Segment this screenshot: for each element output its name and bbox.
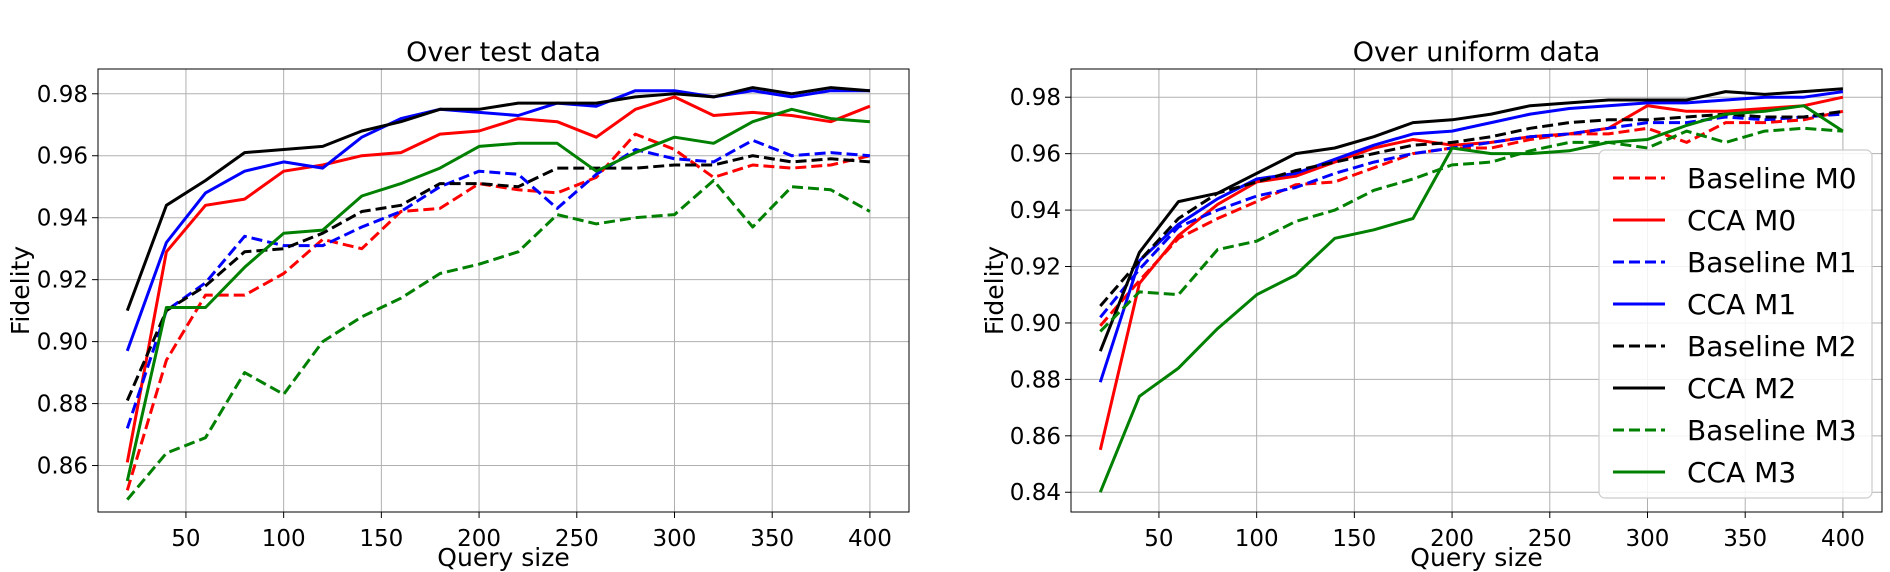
y-tick-label: 0.96 bbox=[1010, 142, 1061, 168]
x-tick-label: 350 bbox=[750, 526, 794, 552]
legend-label-baseline-m1: Baseline M1 bbox=[1687, 246, 1857, 279]
x-tick-label: 50 bbox=[171, 526, 200, 552]
series-line-cca-m2 bbox=[1098, 87, 1844, 352]
series-line-cca-m3 bbox=[1098, 104, 1844, 493]
series-line-cca-m0 bbox=[125, 95, 871, 463]
series-line-baseline-m1 bbox=[125, 138, 871, 429]
x-tick-label: 100 bbox=[262, 526, 306, 552]
series-line-cca-m2 bbox=[125, 86, 871, 312]
series-line-baseline-m3 bbox=[1099, 126, 1844, 333]
legend-label-baseline-m0: Baseline M0 bbox=[1687, 162, 1857, 195]
x-tick-label: 400 bbox=[1821, 526, 1865, 552]
x-tick-label: 150 bbox=[1332, 526, 1376, 552]
chart-title: Over test data bbox=[406, 37, 601, 68]
y-tick-label: 0.98 bbox=[1010, 85, 1061, 111]
x-tick-label: 350 bbox=[1723, 526, 1767, 552]
series-line-cca-m3 bbox=[125, 107, 871, 482]
series-line-cca-m1 bbox=[1098, 90, 1844, 383]
y-tick-label: 0.94 bbox=[37, 206, 88, 232]
panel-test-data: 50 100 150 200 250 300 350 400 0.86 0.88 0.90 0.92 0… bbox=[6, 37, 910, 572]
y-tick-label: 0.92 bbox=[1010, 255, 1061, 281]
x-axis-label: Query size bbox=[1410, 543, 1542, 572]
x-tick-label: 400 bbox=[848, 526, 892, 552]
chart-title: Over uniform data bbox=[1353, 37, 1601, 68]
legend-box bbox=[1598, 149, 1873, 499]
x-tick-label: 100 bbox=[1235, 526, 1279, 552]
y-tick-label: 0.98 bbox=[37, 82, 88, 108]
y-tick-label: 0.86 bbox=[1010, 424, 1061, 450]
legend-label-cca-m1: CCA M1 bbox=[1687, 288, 1796, 321]
x-tick-label: 250 bbox=[555, 526, 599, 552]
legend: Baseline M0 CCA M0 Baseline M1 CCA M1 Baseli… bbox=[1598, 149, 1873, 499]
series-line-baseline-m1 bbox=[1099, 112, 1844, 319]
legend-label-baseline-m2: Baseline M2 bbox=[1687, 330, 1857, 363]
series-line-baseline-m3 bbox=[126, 179, 871, 501]
y-tick-label: 0.84 bbox=[1010, 480, 1061, 506]
y-tick-label: 0.96 bbox=[37, 144, 88, 170]
y-axis-label: Fidelity bbox=[980, 246, 1009, 335]
plot-frame bbox=[97, 68, 910, 513]
legend-label-cca-m0: CCA M0 bbox=[1687, 204, 1796, 237]
x-tick-label: 200 bbox=[1430, 526, 1474, 552]
y-tick-label: 0.90 bbox=[37, 330, 88, 356]
legend-label-cca-m3: CCA M3 bbox=[1687, 456, 1796, 489]
x-tick-label: 200 bbox=[457, 526, 501, 552]
y-tick-label: 0.90 bbox=[1010, 311, 1061, 337]
series-line-baseline-m0 bbox=[1099, 109, 1844, 327]
y-tick-label: 0.88 bbox=[37, 392, 88, 418]
x-axis-label: Query size bbox=[437, 543, 569, 572]
y-tick-label: 0.94 bbox=[1010, 198, 1061, 224]
x-tick-label: 250 bbox=[1528, 526, 1572, 552]
plot-frame bbox=[1070, 68, 1883, 513]
y-tick-label: 0.92 bbox=[37, 268, 88, 294]
y-tick-label: 0.88 bbox=[1010, 367, 1061, 393]
series-line-baseline-m2 bbox=[125, 154, 871, 402]
series-line-cca-m1 bbox=[125, 89, 870, 352]
x-tick-label: 300 bbox=[1626, 526, 1670, 552]
x-tick-label: 300 bbox=[653, 526, 697, 552]
panel-uniform-data: 50 100 150 200 250 300 350 400 0.84 0.86 0.88 0.90 0… bbox=[980, 37, 1883, 572]
x-tick-label: 50 bbox=[1144, 526, 1173, 552]
legend-label-baseline-m3: Baseline M3 bbox=[1687, 414, 1857, 447]
x-tick-label: 150 bbox=[359, 526, 403, 552]
legend-label-cca-m2: CCA M2 bbox=[1687, 372, 1796, 405]
series-line-baseline-m0 bbox=[125, 132, 871, 491]
y-axis-label: Fidelity bbox=[6, 246, 35, 335]
y-tick-label: 0.86 bbox=[37, 454, 88, 480]
